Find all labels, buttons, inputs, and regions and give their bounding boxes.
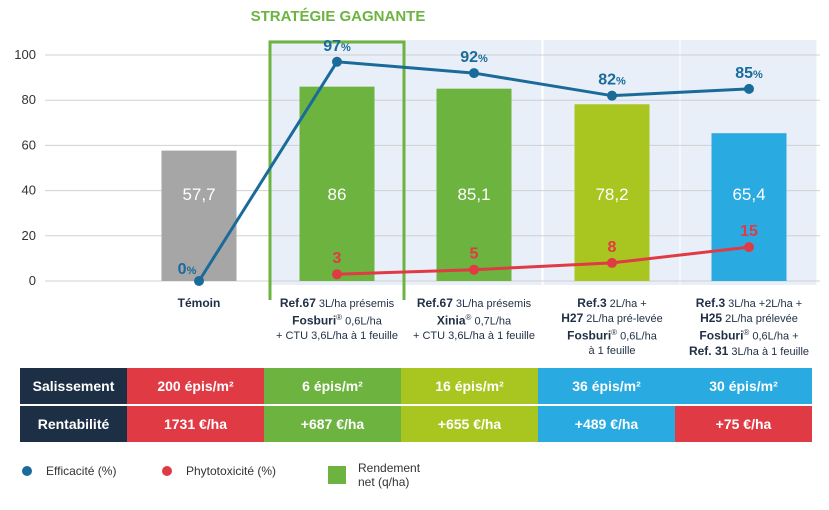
summary-cell: +655 €/ha [401,405,538,444]
summary-cell: +489 €/ha [538,405,675,444]
legend-rendement: Rendement net (q/ha) [328,461,420,489]
series-point-label-1: 15 [740,223,758,240]
series-point-1 [469,264,479,275]
series-point-1 [744,242,754,253]
y-tick-label: 60 [22,137,36,152]
bar-value-label: 85,1 [457,185,490,204]
summary-cell: 1731 €/ha [127,405,264,444]
series-point-1 [607,257,617,268]
series-point-label-1: 3 [333,250,342,267]
series-point-label-0: 82% [598,72,626,89]
category-label: Témoin [177,296,221,310]
summary-cell: 16 épis/m² [401,368,538,406]
series-point-0 [744,83,754,94]
category-label: Ref.3 3L/ha +2L/ha + H25 2L/ha prélevée Fo… [688,296,810,358]
series-point-label-1: 5 [470,246,479,263]
summary-cell: 6 épis/m² [264,368,401,406]
summary-row: Salissement 200 épis/m² 6 épis/m² 16 épis/m… [20,368,812,406]
series-point-0 [607,90,617,101]
series-point-0 [332,56,342,67]
legend-phyto: Phytotoxicité (%) [162,464,276,478]
y-tick-label: 0 [29,273,36,288]
legend-phyto-marker [162,466,172,476]
series-point-label-0: 85% [735,65,763,82]
bar-value-label: 65,4 [732,185,765,204]
summary-table: Salissement 200 épis/m² 6 épis/m² 16 épis/m… [20,368,812,444]
series-point-0 [194,276,204,286]
series-line-1 [336,245,750,276]
series-point-label-0: 92% [460,49,488,66]
legend-rendement-label-2: net (q/ha) [358,475,410,489]
bar [711,133,787,281]
series-point-label-1: 8 [608,239,617,256]
summary-row-header: Salissement [20,368,127,406]
legend-rendement-marker [328,466,346,484]
strategy-frame [268,40,406,300]
summary-cell: +75 €/ha [675,405,812,444]
y-tick-label: 100 [14,47,36,62]
category-label: Ref.67 3L/ha présemis Xinia® 0,7L/ha + CTU… [413,296,535,342]
summary-cell: 30 épis/m² [675,368,812,406]
summary-cell: +687 €/ha [264,405,401,444]
y-tick-label: 40 [22,183,36,198]
legend-efficacite: Efficacité (%) [22,464,116,478]
summary-row-header: Rentabilité [20,405,127,444]
category-label: Ref.67 3L/ha présemis Fosburi® 0,6L/ha + C… [276,296,398,342]
series-point-0 [469,68,479,79]
series-point-label-0: 0% [178,261,197,278]
bar-value-label: 86 [328,185,347,204]
chart-area: 0 20 40 60 80 100 57,7 86 85,1 78,2 65,4 0% 97% 92% 82… [14,38,820,300]
bar [574,104,650,281]
summary-cell: 200 épis/m² [127,368,264,406]
category-label: Ref.3 2L/ha + H27 2L/ha pré-levée Fosburi®… [561,296,663,357]
bar [436,88,512,281]
legend-rendement-label-1: Rendement [358,461,421,475]
y-tick-label: 20 [22,228,36,243]
legend-efficacite-marker [22,466,32,476]
bar [299,86,375,281]
legend-efficacite-label: Efficacité (%) [46,464,117,478]
strategy-label: STRATÉGIE GAGNANTE [250,8,426,25]
bar [161,150,237,281]
y-tick-label: 80 [22,92,36,107]
series-point-1 [332,269,342,280]
series-point-label-0: 97% [323,38,351,55]
bar-value-label: 57,7 [182,185,215,204]
bar-value-label: 78,2 [595,185,628,204]
legend-phyto-label: Phytotoxicité (%) [186,464,277,478]
summary-row: Rentabilité 1731 €/ha +687 €/ha +655 €/ha +4… [20,405,812,444]
summary-cell: 36 épis/m² [538,368,675,406]
